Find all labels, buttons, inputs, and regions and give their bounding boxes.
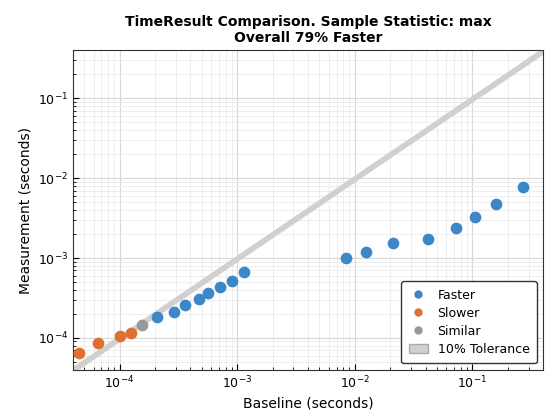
Legend: Faster, Slower, Similar, 10% Tolerance: Faster, Slower, Similar, 10% Tolerance [402, 281, 537, 363]
Faster [180, 302, 189, 309]
Y-axis label: Measurement (seconds): Measurement (seconds) [18, 126, 32, 294]
Slower [127, 330, 136, 336]
Faster [451, 224, 460, 231]
Similar [138, 322, 147, 328]
Faster [204, 290, 213, 297]
Faster [470, 213, 479, 220]
Faster [216, 284, 225, 291]
Title: TimeResult Comparison. Sample Statistic: max
Overall 79% Faster: TimeResult Comparison. Sample Statistic:… [125, 15, 491, 45]
Slower [115, 333, 124, 339]
Slower [93, 340, 102, 347]
Faster [240, 269, 249, 276]
Faster [194, 295, 203, 302]
Faster [227, 277, 236, 284]
Faster [342, 255, 351, 261]
Faster [423, 235, 432, 242]
Faster [519, 184, 528, 190]
Slower [74, 349, 83, 356]
Faster [153, 314, 162, 321]
Faster [170, 309, 179, 315]
X-axis label: Baseline (seconds): Baseline (seconds) [242, 396, 374, 411]
Faster [362, 248, 371, 255]
Faster [388, 239, 397, 246]
Faster [492, 201, 501, 208]
